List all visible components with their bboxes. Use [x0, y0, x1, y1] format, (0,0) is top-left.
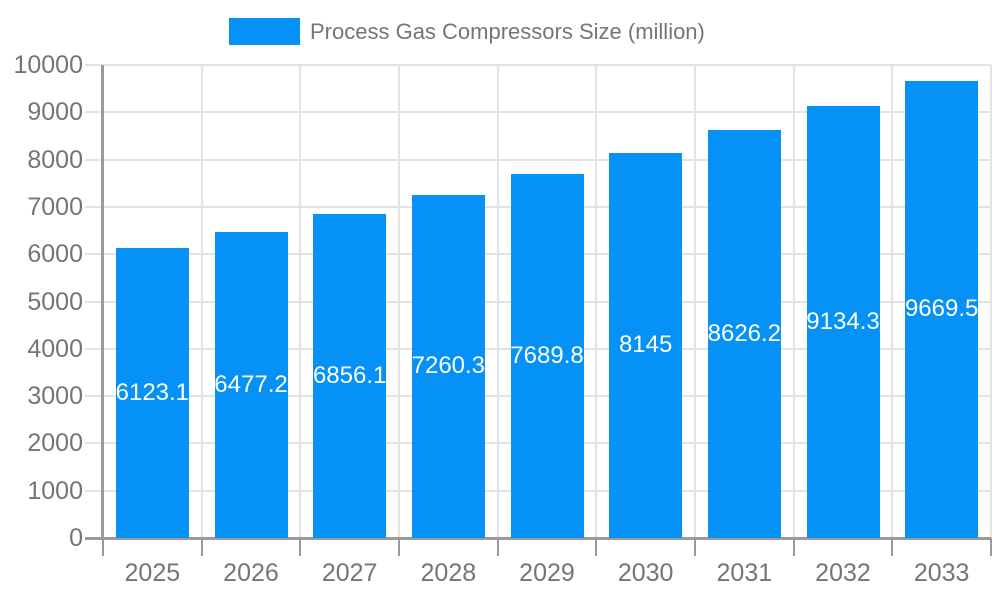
legend-label: Process Gas Compressors Size (million)	[310, 19, 705, 44]
y-axis-tick	[85, 395, 103, 398]
bar	[214, 231, 288, 538]
bar-value-label: 7260.3	[411, 352, 486, 380]
y-axis-tick-label: 5000	[27, 287, 83, 316]
bar-value-label: 8626.2	[707, 319, 782, 347]
y-axis-tick-label: 0	[69, 524, 83, 552]
bar	[806, 105, 880, 538]
bar	[115, 248, 189, 538]
x-axis-tick	[891, 538, 894, 556]
x-axis-line	[85, 537, 991, 540]
gridline-vertical	[792, 65, 795, 538]
y-axis-tick	[85, 158, 103, 161]
bar-value-label: 6123.1	[115, 379, 190, 407]
bar-value-label: 8145	[618, 331, 673, 359]
x-axis-tick	[299, 538, 302, 556]
gridline-horizontal	[103, 64, 991, 66]
bar	[510, 174, 584, 538]
legend-swatch	[229, 18, 300, 45]
bar-value-label: 7689.8	[510, 342, 584, 370]
y-axis-tick-label: 6000	[27, 240, 83, 269]
y-axis-tick	[85, 347, 103, 350]
x-axis-tick-label: 2033	[913, 559, 970, 587]
y-axis-tick-label: 10000	[13, 51, 83, 79]
gridline-horizontal	[103, 158, 991, 161]
gridline-vertical	[891, 65, 894, 538]
y-axis-tick-label: 7000	[27, 192, 83, 221]
gridline-vertical	[299, 65, 302, 538]
bar	[609, 152, 683, 538]
x-axis-tick	[990, 538, 992, 556]
y-axis-tick-label: 4000	[27, 334, 83, 363]
x-axis-tick-label: 2032	[815, 559, 871, 587]
y-axis-tick-label: 8000	[27, 145, 83, 174]
y-axis-tick-label: 1000	[27, 476, 83, 505]
y-axis-tick-label: 2000	[27, 429, 83, 458]
x-axis-tick-label: 2026	[223, 559, 279, 587]
x-axis-tick-label: 2028	[420, 559, 477, 587]
x-axis-tick	[694, 538, 696, 556]
y-axis-tick-label: 3000	[27, 382, 83, 411]
y-axis-tick	[85, 253, 103, 256]
y-axis-tick	[85, 64, 103, 66]
y-axis-tick	[85, 489, 103, 492]
x-axis-tick	[792, 538, 795, 556]
y-axis-tick	[85, 111, 103, 114]
bar	[707, 129, 781, 538]
bar-value-label: 6477.2	[214, 370, 288, 398]
bar-value-label: 6856.1	[312, 361, 387, 389]
x-axis-tick	[595, 538, 598, 556]
x-axis-tick	[102, 538, 104, 556]
legend: Process Gas Compressors Size (million)	[229, 18, 705, 45]
gridline-vertical	[496, 65, 499, 538]
x-axis-tick-label: 2030	[617, 559, 674, 587]
x-axis-tick	[496, 538, 499, 556]
x-axis-tick-label: 2025	[124, 559, 181, 587]
y-axis-tick	[85, 300, 103, 303]
bar	[905, 80, 979, 538]
gridline-vertical	[398, 65, 400, 538]
x-axis-tick-label: 2031	[716, 559, 773, 587]
y-axis-line	[101, 65, 104, 540]
gridline-vertical	[990, 65, 992, 538]
x-axis-tick-label: 2029	[519, 559, 575, 587]
gridline-vertical	[694, 65, 696, 538]
gridline-horizontal	[103, 111, 991, 114]
bar-value-label: 9134.3	[806, 307, 880, 335]
gridline-vertical	[595, 65, 598, 538]
x-axis-tick-label: 2027	[321, 559, 378, 587]
bar	[411, 194, 485, 538]
y-axis-tick	[85, 442, 103, 445]
gridline-vertical	[200, 65, 203, 538]
x-axis-tick	[200, 538, 203, 556]
x-axis-tick	[398, 538, 400, 556]
bar	[313, 213, 387, 538]
bar-value-label: 9669.5	[904, 295, 979, 323]
y-axis-tick-label: 9000	[27, 98, 83, 127]
y-axis-tick	[85, 205, 103, 208]
